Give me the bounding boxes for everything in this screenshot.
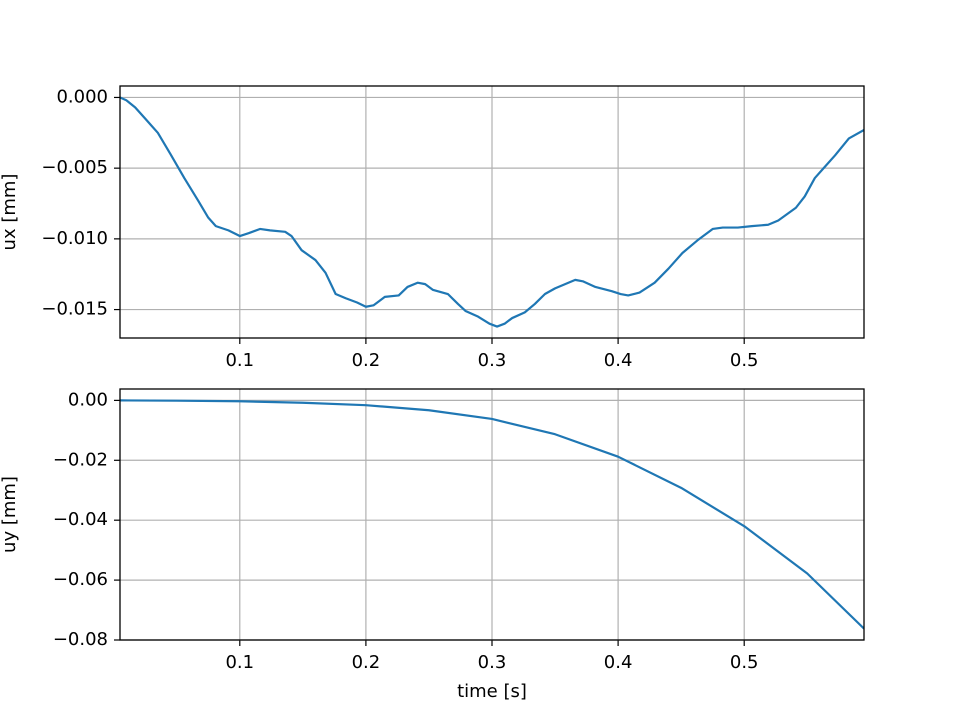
y-tick-label: 0.00 [68, 389, 108, 410]
x-tick-label: 0.5 [730, 652, 759, 673]
y-axis-label: ux [mm] [0, 174, 20, 251]
data-line [120, 96, 864, 328]
y-tick-label: −0.04 [53, 509, 108, 530]
y-tick-label: −0.005 [41, 157, 108, 178]
y-tick-label: −0.08 [53, 629, 108, 650]
x-tick-label: 0.1 [225, 652, 254, 673]
y-tick-label: −0.02 [53, 449, 108, 470]
y-tick-label: 0.000 [56, 86, 108, 107]
x-tick-label: 0.2 [352, 652, 381, 673]
axes-frame [119, 85, 865, 339]
data-line [120, 399, 864, 630]
x-axis-label: time [s] [457, 681, 527, 702]
x-tick-label: 0.3 [478, 350, 507, 371]
x-tick-label: 0.4 [604, 652, 633, 673]
y-tick-label: −0.010 [41, 228, 108, 249]
axes-frame [119, 388, 865, 641]
x-tick-label: 0.5 [730, 350, 759, 371]
y-tick-label: −0.06 [53, 569, 108, 590]
y-axis-label: uy [mm] [0, 476, 20, 553]
x-tick-label: 0.1 [225, 350, 254, 371]
x-tick-label: 0.2 [352, 350, 381, 371]
x-tick-label: 0.3 [478, 652, 507, 673]
x-tick-label: 0.4 [604, 350, 633, 371]
y-tick-label: −0.015 [41, 299, 108, 320]
